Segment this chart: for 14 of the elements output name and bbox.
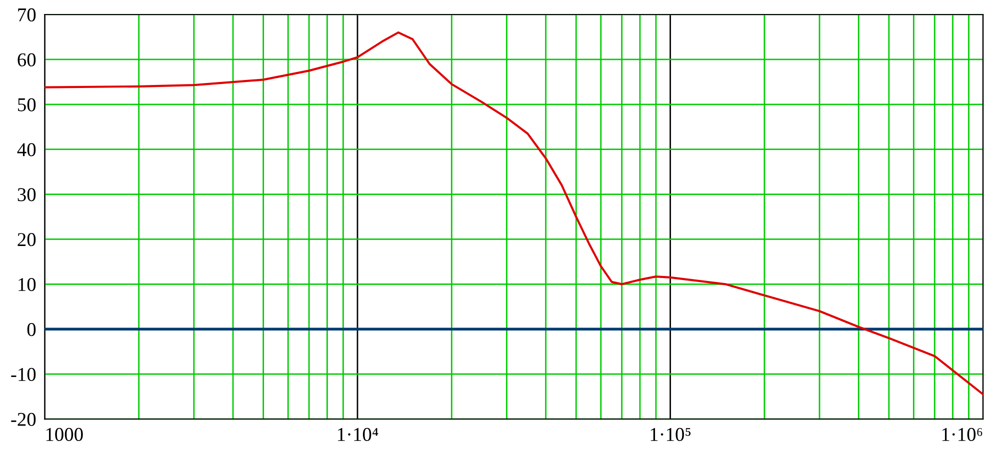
x-tick-label: 1000: [46, 428, 83, 442]
y-tick-label: 30: [18, 188, 36, 202]
y-tick-label: -20: [11, 412, 36, 426]
y-tick-label: -10: [11, 368, 36, 382]
y-tick-label: 20: [18, 233, 36, 246]
y-tick-label: 10: [18, 278, 36, 292]
y-tick-label: 60: [18, 53, 36, 66]
x-tick-label: 1·10⁵: [650, 428, 691, 442]
y-tick-label: 0: [27, 322, 36, 336]
x-tick-label: 1·10⁶: [942, 428, 982, 442]
y-tick-label: 70: [18, 8, 36, 22]
y-tick-label: 50: [18, 98, 36, 112]
y-tick-label: 40: [17, 143, 36, 156]
x-tick-label: 1·10⁴: [338, 428, 378, 442]
